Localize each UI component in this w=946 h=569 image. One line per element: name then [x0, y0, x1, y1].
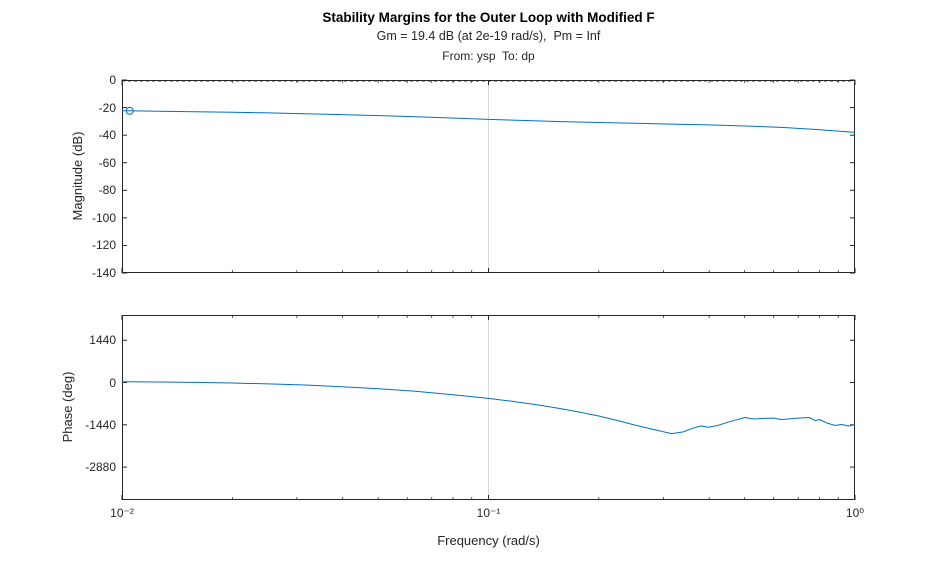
magnitude-plot-area	[121, 79, 856, 274]
phase-ytick-0: 0	[109, 375, 116, 390]
mag-ytick-0: 0	[109, 73, 116, 87]
mag-ytick-80: -80	[98, 183, 116, 198]
xtick-1e-2: 10⁻²	[110, 506, 134, 520]
phase-ytick-1440: 1440	[89, 333, 116, 348]
phase-plot-area	[121, 315, 856, 500]
page-title: Stability Margins for the Outer Loop wit…	[322, 10, 655, 25]
margin-summary: Gm = 19.4 dB (at 2e-19 rad/s), Pm = Inf	[376, 29, 601, 43]
mag-ytick-100: -100	[91, 210, 116, 225]
phase-ytick-n1440: -1440	[85, 417, 116, 432]
mag-ytick-60: -60	[98, 155, 116, 170]
mag-ytick-20: -20	[98, 100, 116, 115]
mag-ytick-140: -140	[91, 266, 116, 280]
phase-ytick-n2880: -2880	[85, 460, 116, 475]
magnitude-axis-label: Magnitude (dB)	[70, 131, 85, 221]
xtick-1e0: 10⁰	[845, 506, 865, 520]
xtick-1e-1: 10⁻¹	[476, 506, 501, 520]
mag-ytick-40: -40	[98, 128, 116, 143]
frequency-axis-label: Frequency (rad/s)	[437, 533, 540, 548]
io-channel-label: From: ysp To: dp	[442, 49, 535, 63]
mag-ytick-120: -120	[91, 238, 116, 253]
